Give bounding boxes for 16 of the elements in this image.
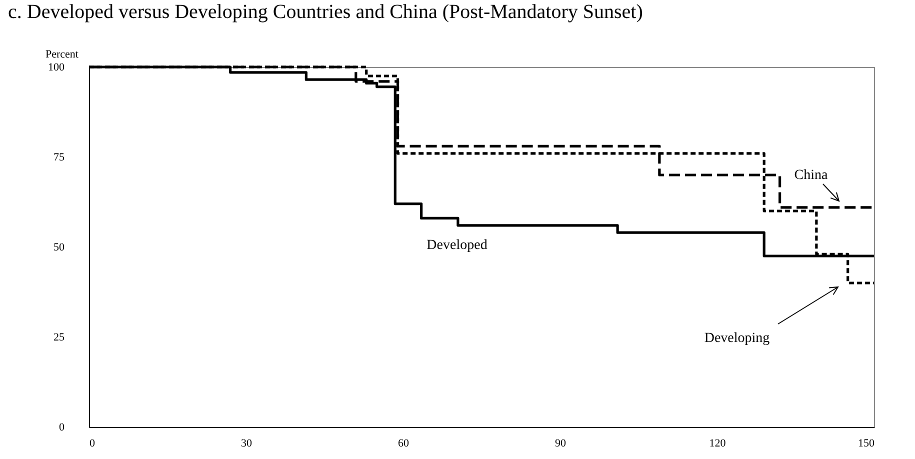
series-label: Developed: [426, 238, 488, 253]
text: Developing: [704, 331, 770, 346]
y-tick-label: 75: [54, 152, 65, 164]
x-tick-label: 60: [398, 438, 410, 450]
x-tick-label: 120: [709, 438, 726, 450]
series-label: China: [794, 168, 828, 183]
x-tick-label: 0: [90, 438, 96, 450]
y-tick-label: 25: [54, 332, 65, 344]
x-tick-label: 150: [858, 438, 875, 450]
x-tick-label: 90: [555, 438, 566, 450]
x-tick-label: 30: [241, 438, 252, 450]
chart-title: c. Developed versus Developing Countries and China (Post-Mandatory Sunset): [8, 1, 643, 23]
y-tick-label: 100: [48, 62, 65, 74]
y-tick-label: 50: [54, 242, 65, 254]
y-axis-title: Percent: [46, 48, 78, 60]
y-tick-label: 0: [59, 422, 65, 434]
